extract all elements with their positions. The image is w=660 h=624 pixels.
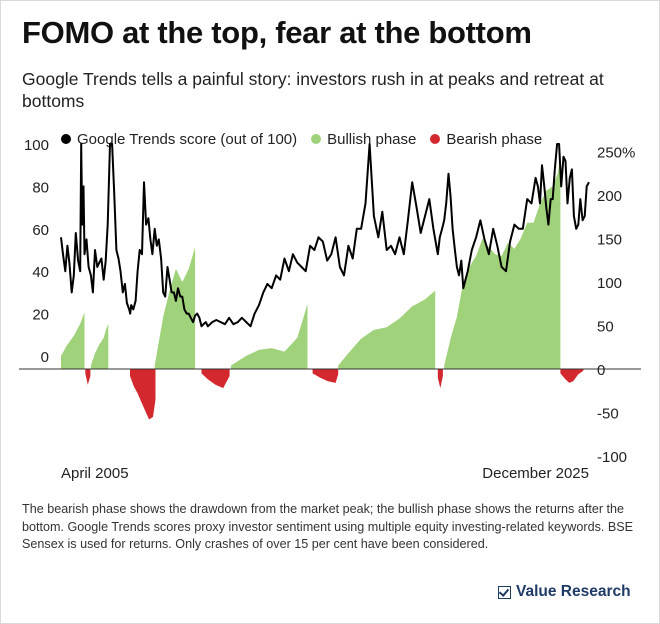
left-tick-label: 100: [24, 137, 49, 154]
right-tick-label: 100: [597, 275, 622, 292]
right-tick-label: 0: [597, 362, 605, 379]
trends-line: [60, 143, 590, 328]
bearish-area-1: [85, 369, 91, 385]
legend-item-bearish: Bearish phase: [430, 131, 542, 148]
bullish-area-6: [444, 155, 561, 369]
legend-label-bearish: Bearish phase: [446, 130, 543, 148]
right-tick-label: 50: [597, 319, 614, 336]
bullish-area-2: [90, 323, 109, 369]
legend-swatch-bearish: [430, 134, 441, 144]
page-subtitle: Google Trends tells a painful story: inv…: [22, 69, 604, 111]
right-tick-label: 250%: [597, 145, 635, 162]
legend-swatch-bullish: [311, 134, 322, 144]
legend-item-bullish: Bullish phase: [311, 131, 416, 148]
bearish-area-6: [560, 369, 584, 383]
bullish-area-5: [338, 290, 436, 369]
right-tick-label: -100: [597, 449, 627, 466]
left-tick-label: 20: [32, 307, 49, 324]
footnote: The bearish phase shows the drawdown fro…: [22, 502, 634, 551]
bullish-area-4: [230, 303, 308, 369]
legend-item-trends: Google Trends score (out of 100): [61, 131, 297, 148]
right-tick-label: -50: [597, 406, 619, 423]
bearish-area-4: [312, 369, 339, 383]
x-tick-label-start: April 2005: [61, 465, 129, 482]
bullish-area-1: [61, 312, 85, 369]
x-tick-label-end: December 2025: [482, 465, 589, 482]
right-tick-label: 200: [597, 188, 622, 205]
trends-chart: 0 20 40 60 80 100 -100 -50 0 50 100 150 200 250% April…: [19, 137, 641, 482]
page-title: FOMO at the top, fear at the bottom: [22, 15, 532, 50]
checkbox-icon: [498, 585, 511, 599]
bullish-area-3: [154, 247, 196, 369]
legend-label-trends: Google Trends score (out of 100): [77, 130, 298, 148]
legend-label-bullish: Bullish phase: [327, 130, 417, 148]
bearish-area-5: [437, 369, 443, 389]
legend-swatch-trends: [61, 134, 71, 144]
bearish-area-3: [201, 369, 230, 389]
brand-name: Value Research: [516, 583, 631, 600]
brand-logo: Value Research: [498, 583, 631, 601]
left-tick-label: 80: [32, 179, 49, 196]
left-tick-label: 60: [32, 222, 49, 239]
bearish-area-2: [130, 369, 156, 420]
left-tick-label: 0: [41, 349, 49, 366]
chart-legend: Google Trends score (out of 100) Bullish…: [61, 129, 556, 149]
left-tick-label: 40: [32, 264, 49, 281]
right-tick-label: 150: [597, 232, 622, 249]
